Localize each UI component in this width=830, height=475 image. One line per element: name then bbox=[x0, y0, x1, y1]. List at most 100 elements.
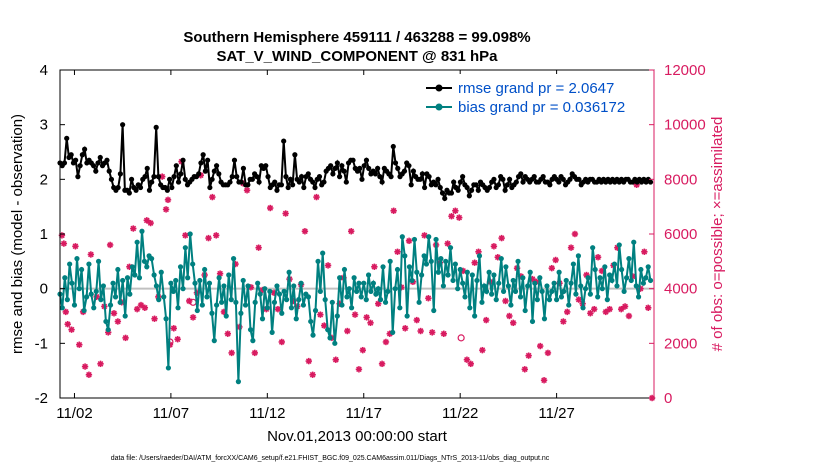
bias-point bbox=[491, 272, 497, 278]
rmse-point bbox=[97, 154, 103, 161]
obs-assimilated-marker bbox=[224, 330, 231, 337]
bias-point bbox=[76, 286, 82, 292]
bias-point bbox=[175, 305, 181, 311]
bias-point bbox=[628, 277, 634, 284]
rmse-point bbox=[312, 184, 318, 191]
y-tick-label: 3 bbox=[40, 117, 48, 134]
rmse-point bbox=[238, 179, 244, 185]
obs-assimilated-marker bbox=[301, 228, 309, 235]
obs-possible-marker bbox=[457, 334, 465, 342]
bias-point bbox=[546, 297, 553, 303]
bias-point bbox=[214, 302, 220, 308]
rmse-point bbox=[395, 165, 401, 171]
bias-point bbox=[298, 280, 304, 286]
x-axis-label: Nov.01,2013 00:00:00 start bbox=[267, 428, 448, 445]
bias-point bbox=[460, 280, 466, 286]
bias-point bbox=[64, 297, 70, 303]
obs-assimilated-marker bbox=[64, 321, 71, 328]
y-right-tick-label: 6000 bbox=[664, 226, 697, 243]
obs-assimilated-marker bbox=[567, 244, 575, 251]
obs-assimilated-marker bbox=[348, 228, 355, 235]
rmse-point bbox=[77, 163, 83, 169]
rmse-point bbox=[455, 187, 461, 193]
bias-point bbox=[575, 253, 582, 259]
obs-assimilated-marker bbox=[375, 300, 382, 307]
bias-point bbox=[74, 256, 80, 262]
bias-point bbox=[445, 272, 451, 278]
rmse-point bbox=[153, 124, 159, 130]
bias-point bbox=[105, 327, 111, 333]
rmse-point bbox=[106, 168, 112, 174]
rmse-point bbox=[144, 165, 150, 171]
x-tick-label: 11/02 bbox=[56, 405, 92, 422]
bias-point bbox=[503, 264, 509, 270]
rmse-point bbox=[93, 168, 99, 174]
bias-point bbox=[250, 338, 256, 344]
bias-point bbox=[95, 258, 102, 264]
legend-rmse-marker bbox=[435, 84, 443, 92]
bias-point bbox=[310, 332, 316, 338]
bias-point bbox=[257, 291, 263, 297]
bias-point bbox=[370, 280, 376, 286]
bias-point bbox=[136, 275, 143, 281]
rmse-point bbox=[410, 168, 417, 174]
bias-point bbox=[508, 302, 514, 308]
chart-subtitle: SAT_V_WIND_COMPONENT @ 831 hPa bbox=[216, 48, 498, 65]
bias-point bbox=[132, 272, 138, 278]
obs-assimilated-marker bbox=[332, 356, 339, 363]
bias-point bbox=[554, 297, 560, 303]
bias-point bbox=[375, 286, 381, 292]
plot-area bbox=[60, 70, 654, 398]
bias-point bbox=[462, 294, 468, 300]
bias-point bbox=[288, 305, 295, 311]
bias-point bbox=[204, 294, 210, 300]
rmse-series-layer bbox=[57, 122, 654, 202]
bias-point bbox=[291, 283, 297, 289]
obs-assimilated-marker bbox=[490, 243, 498, 250]
bias-point bbox=[481, 283, 487, 289]
obs-assimilated-marker bbox=[76, 341, 83, 348]
bias-point bbox=[216, 275, 222, 281]
bias-point bbox=[447, 245, 454, 251]
bias-point bbox=[416, 299, 422, 305]
rmse-point bbox=[377, 174, 383, 180]
rmse-point bbox=[567, 176, 573, 182]
rmse-point bbox=[202, 168, 208, 174]
bias-point bbox=[88, 291, 94, 297]
obs-assimilated-marker bbox=[85, 371, 93, 378]
obs-assimilated-marker bbox=[359, 346, 366, 354]
bias-point bbox=[233, 299, 239, 305]
rmse-point bbox=[435, 176, 441, 182]
bias-point bbox=[399, 234, 405, 240]
rmse-point bbox=[234, 174, 240, 180]
obs-assimilated-marker bbox=[213, 232, 220, 239]
bias-point bbox=[428, 258, 434, 264]
bias-point bbox=[187, 231, 193, 237]
rmse-point bbox=[146, 187, 153, 193]
bias-point bbox=[438, 256, 444, 262]
rmse-point bbox=[90, 163, 97, 169]
obs-assimilated-marker bbox=[278, 338, 285, 346]
rmse-point bbox=[182, 176, 188, 182]
obs-assimilated-marker bbox=[456, 214, 463, 221]
bias-point bbox=[474, 277, 480, 284]
bias-point bbox=[515, 258, 521, 264]
obs-assimilated-marker bbox=[267, 204, 274, 212]
bias-point bbox=[631, 239, 637, 245]
rmse-point bbox=[460, 174, 466, 180]
bias-point bbox=[300, 302, 306, 308]
rmse-point bbox=[211, 168, 217, 174]
obs-assimilated-marker bbox=[106, 241, 114, 249]
x-tick-label: 11/22 bbox=[442, 405, 478, 422]
bias-point bbox=[549, 288, 555, 294]
obs-assimilated-marker bbox=[564, 308, 571, 316]
rmse-point bbox=[647, 179, 654, 185]
bias-point bbox=[633, 283, 639, 289]
bias-point bbox=[284, 297, 290, 303]
bias-point bbox=[580, 305, 586, 311]
obs-assimilated-marker bbox=[548, 264, 555, 272]
rmse-point bbox=[491, 176, 497, 182]
rmse-point bbox=[518, 171, 524, 177]
bias-point bbox=[590, 245, 596, 251]
rmse-point bbox=[375, 165, 381, 171]
